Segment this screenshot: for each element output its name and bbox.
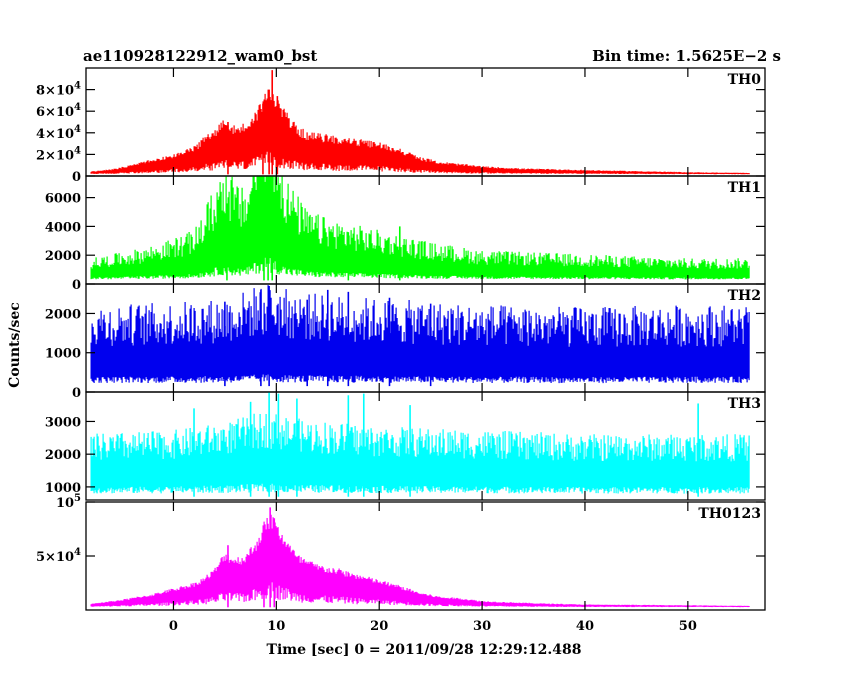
y-tick-label: 5×104 — [36, 547, 81, 565]
panel-th2: 0 1000 2000 TH2 — [45, 283, 766, 401]
y-tick-label: 6000 — [45, 192, 81, 207]
panel-th3: 1000 2000 3000 TH3 — [45, 391, 766, 501]
y-tick-label: 4000 — [45, 220, 81, 235]
x-tick-label: 50 — [679, 619, 697, 634]
y-tick-label: 105 — [56, 493, 81, 511]
panel-label-th0123: TH0123 — [698, 506, 761, 522]
y-tick-label: 2000 — [45, 249, 81, 264]
panel-th1: 0 2000 4000 6000 TH1 — [45, 175, 766, 293]
panel-label-th0: TH0 — [728, 72, 762, 88]
series-th0-line — [90, 89, 750, 175]
x-tick-label: 10 — [267, 619, 285, 634]
series-th2-line — [90, 285, 750, 384]
panel-frame-th3 — [85, 391, 766, 501]
y-tick-label: 8×104 — [36, 81, 81, 99]
x-axis-label: Time [sec] 0 = 2011/09/28 12:29:12.488 — [267, 642, 582, 658]
panel-label-th1: TH1 — [728, 180, 761, 196]
y-tick-label: 2000 — [45, 307, 81, 322]
bin-time-label: Bin time: 1.5625E−2 s — [592, 47, 781, 65]
y-tick-label: 2000 — [45, 448, 81, 463]
y-tick-label: 0 — [72, 386, 81, 401]
y-tick-label: 3000 — [45, 415, 81, 430]
panel-th0123: 5×104 105 TH0123 — [36, 493, 766, 611]
series-th0123-line — [90, 514, 750, 608]
y-tick-label: 1000 — [45, 481, 81, 496]
y-tick-label: 6×104 — [36, 102, 81, 120]
x-tick-label: 40 — [576, 619, 594, 634]
y-axis-label: Counts/sec — [7, 302, 23, 388]
chart-title: ae110928122912_wam0_bst — [83, 47, 317, 65]
y-tick-label: 0 — [72, 170, 81, 185]
y-tick-label: 1000 — [45, 347, 81, 362]
x-tick-label: 30 — [473, 619, 491, 634]
series-th1-line — [90, 176, 750, 280]
panel-label-th3: TH3 — [728, 396, 761, 412]
series-th3-line — [90, 413, 750, 494]
x-tick-label: 20 — [370, 619, 388, 634]
x-tick-label: 0 — [169, 619, 178, 634]
y-tick-label: 0 — [72, 278, 81, 293]
y-tick-label: 4×104 — [36, 124, 81, 142]
panel-th0: 0 2×104 4×104 6×104 8×104 TH0 — [36, 67, 766, 185]
panel-label-th2: TH2 — [728, 288, 761, 304]
y-tick-label: 2×104 — [36, 145, 81, 163]
